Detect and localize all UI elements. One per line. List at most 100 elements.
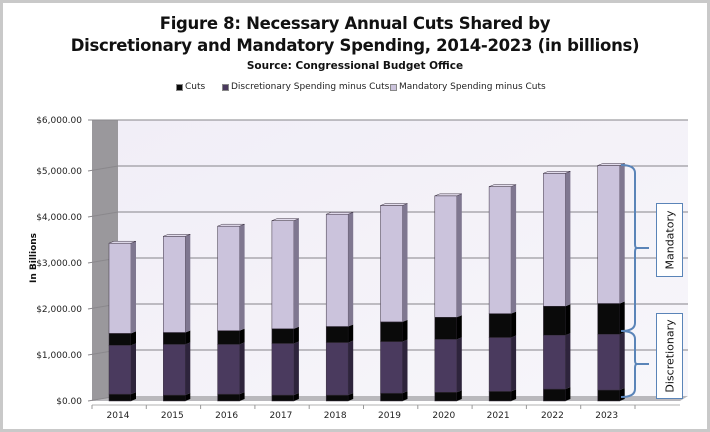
bar-segment: [488, 337, 512, 392]
bar-side: [348, 340, 354, 396]
bar-side: [239, 392, 245, 401]
bar-segment: [163, 332, 186, 345]
annotation-mandatory-label: Mandatory: [663, 210, 676, 270]
ytick-label: $1,000.00: [36, 351, 82, 361]
bar-top: [217, 223, 245, 227]
bar-segment: [380, 341, 403, 394]
xtick-label: 2020: [432, 411, 455, 421]
bar-side: [565, 387, 571, 401]
bar-side: [456, 315, 462, 340]
xtick-label: 2017: [269, 411, 292, 421]
bar-side: [511, 335, 517, 392]
legend-swatch-discretionary: [222, 83, 229, 91]
bar-segment: [380, 392, 403, 402]
bar-segment: [217, 344, 240, 395]
bar-side: [619, 332, 625, 390]
bar-segment: [543, 388, 566, 402]
xtick-label: 2021: [487, 411, 510, 421]
bar-side: [348, 212, 354, 327]
chart-subtitle: Source: Congressional Budget Office: [246, 60, 464, 72]
bar-side: [456, 337, 462, 393]
bar-segment: [108, 393, 132, 402]
bar-segment: [108, 333, 132, 346]
xtick-label: 2023: [595, 411, 618, 421]
bar-side: [511, 311, 517, 338]
legend-swatch-mandatory: [390, 83, 397, 91]
bar-top: [597, 163, 625, 166]
bar-segment: [488, 186, 512, 314]
bar-side: [348, 324, 354, 343]
bar-side: [511, 184, 517, 314]
bar-side: [293, 393, 299, 401]
ytick-mark: [87, 165, 119, 172]
bar-segment: [543, 173, 566, 307]
bar-side: [565, 171, 571, 307]
bar-segment: [108, 242, 132, 334]
bar-side: [239, 342, 245, 395]
bar-side: [293, 218, 299, 329]
ytick-label: $0.00: [56, 397, 82, 407]
bar-side: [402, 391, 408, 401]
bar-segment: [597, 303, 620, 335]
bar-segment: [217, 393, 240, 402]
ytick-label: $3,000.00: [36, 259, 82, 269]
bar-segment: [543, 334, 566, 390]
legend-label: Cuts: [185, 82, 206, 92]
chart-title: Figure 8: Necessary Annual Cuts Shared b…: [159, 14, 551, 33]
legend-label: Mandatory Spending minus Cuts: [399, 82, 546, 92]
bar-segment: [597, 334, 620, 391]
chart-title-line2: Discretionary and Mandatory Spending, 20…: [70, 36, 640, 55]
bar-side: [619, 301, 625, 335]
bar-segment: [325, 213, 349, 327]
bar-segment: [325, 394, 349, 402]
bar-side: [293, 326, 299, 344]
bar-side: [619, 163, 625, 304]
bar-segment: [325, 342, 349, 396]
legend-swatch-cuts: [176, 83, 183, 91]
bar-segment: [434, 317, 458, 340]
annotation-discretionary-label: Discretionary: [663, 319, 676, 393]
bar-segment: [325, 326, 349, 343]
legend: Cuts Discretionary Spending minus Cuts M…: [0, 82, 710, 96]
y-axis-label: In Billions: [29, 233, 39, 283]
bar-segment: [217, 330, 240, 345]
bar-segment: [163, 344, 186, 396]
legend-label: Discretionary Spending minus Cuts: [231, 82, 390, 92]
bar-segment: [434, 392, 458, 402]
bar-side: [131, 331, 136, 346]
bar-segment: [271, 220, 295, 330]
bar-segment: [163, 394, 186, 402]
bar-side: [185, 342, 191, 396]
bar-segment: [217, 225, 240, 331]
bar-side: [131, 241, 136, 334]
bar-side: [456, 193, 462, 318]
ytick-mark: [87, 211, 119, 218]
legend-item-mandatory: Mandatory Spending minus Cuts: [390, 82, 546, 92]
bar-side: [185, 234, 191, 333]
bar-segment: [543, 305, 566, 336]
bar-side: [348, 393, 354, 401]
ytick-label: $5,000.00: [36, 167, 82, 177]
bar-side: [185, 330, 191, 345]
bar-side: [402, 203, 408, 322]
bar-segment: [434, 195, 458, 318]
bar-top: [489, 184, 517, 187]
bar-segment: [488, 313, 512, 338]
bar-segment: [163, 236, 186, 333]
xtick-label: 2016: [215, 411, 238, 421]
legend-item-cuts: Cuts: [176, 82, 205, 92]
bar-side: [131, 343, 136, 395]
bar-side: [565, 304, 571, 336]
bar-side: [565, 333, 571, 390]
bar-side: [239, 224, 245, 331]
bar-segment: [597, 389, 620, 402]
bar-side: [293, 341, 299, 396]
annotation-discretionary: Discretionary: [656, 313, 683, 399]
annotation-mandatory: Mandatory: [656, 203, 683, 277]
bar-segment: [380, 321, 403, 342]
bar-top: [326, 211, 354, 215]
bar-top: [380, 203, 408, 206]
xtick-label: 2014: [107, 411, 130, 421]
bar-top: [434, 193, 462, 197]
